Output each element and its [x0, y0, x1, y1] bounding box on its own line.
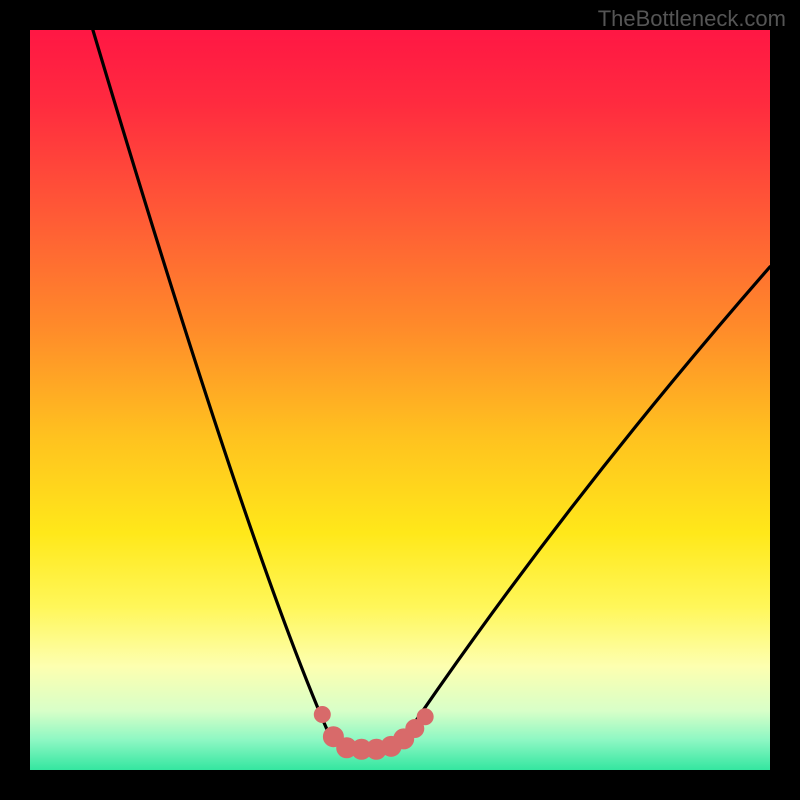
chart-plot-area	[30, 30, 770, 770]
bottleneck-curve	[93, 30, 770, 746]
watermark-text: TheBottleneck.com	[598, 6, 786, 32]
chart-curve-layer	[30, 30, 770, 770]
trough-marker	[417, 709, 433, 725]
trough-markers	[314, 707, 433, 760]
trough-marker	[314, 707, 330, 723]
